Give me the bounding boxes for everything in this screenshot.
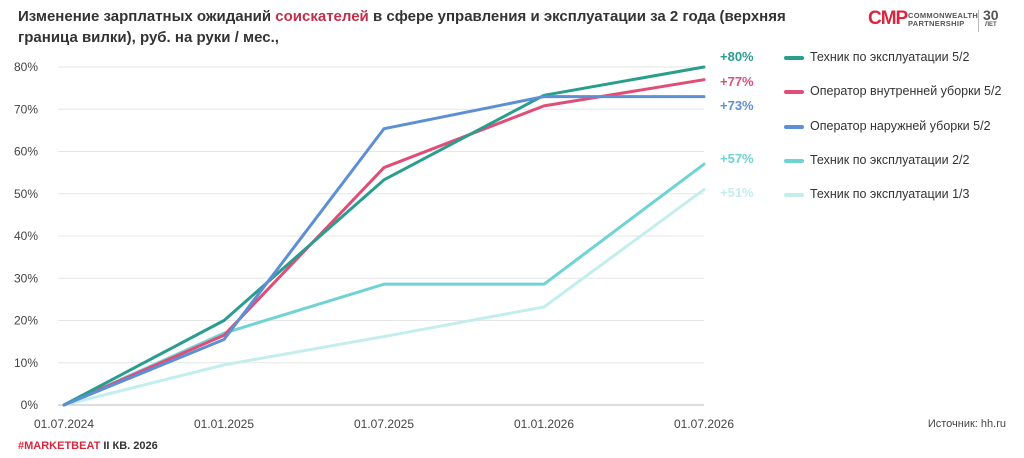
x-axis-ticks: 01.07.2024 01.01.2025 01.07.2025 01.01.2026… <box>34 417 734 431</box>
series-end-label: +80% <box>720 49 754 64</box>
series-end-label: +57% <box>720 151 754 166</box>
series-line <box>62 95 706 407</box>
legend-swatch <box>784 56 804 60</box>
title-highlight: соискателей <box>275 8 369 25</box>
legend-swatch <box>784 193 804 198</box>
legend-label: Техник по эксплуатации 2/2 <box>810 152 970 167</box>
legend-label: Техник по эксплуатации 5/2 <box>810 50 970 64</box>
legend-item: Оператор наружней уборки 5/2 <box>784 117 1020 151</box>
y-tick-label: 40% <box>14 229 38 243</box>
logo-name: COMMONWEALTH PARTNERSHIP <box>908 12 978 28</box>
legend-item: Техник по эксплуатации 1/3 <box>784 185 1020 219</box>
chart-legend: Техник по эксплуатации 5/2 Оператор внутр… <box>784 48 1020 219</box>
logo-years-number: 30 <box>983 7 999 23</box>
logo-separator <box>978 10 979 32</box>
series-line <box>62 65 706 407</box>
y-tick-label: 10% <box>14 356 38 370</box>
company-logo: CMP COMMONWEALTH PARTNERSHIP 30 ЛЕТ <box>868 6 1018 36</box>
y-tick-label: 60% <box>14 145 38 159</box>
legend-swatch <box>784 158 804 163</box>
y-tick-label: 20% <box>14 314 38 328</box>
series-line <box>62 188 706 407</box>
legend-label: Техник по эксплуатации 1/3 <box>810 187 970 202</box>
end-labels: +80% +77% +73% +57% +51% <box>720 49 754 200</box>
footer: #MARKETBEAT II КВ. 2026 <box>18 440 158 452</box>
source-note: Источник: hh.ru <box>927 418 1006 430</box>
x-tick-label: 01.07.2026 <box>674 417 734 431</box>
logo-years-sub: ЛЕТ <box>984 22 997 28</box>
legend-item: Техник по эксплуатации 2/2 <box>784 151 1020 185</box>
chart-title: Изменение зарплатных ожиданий соискателе… <box>18 6 838 48</box>
legend-swatch <box>784 90 804 95</box>
logo-name-line1: COMMONWEALTH <box>908 11 979 20</box>
legend-label: Оператор наружней уборки 5/2 <box>810 118 991 133</box>
title-text-1: Изменение зарплатных ожиданий <box>18 8 276 25</box>
x-tick-label: 01.07.2025 <box>354 417 414 431</box>
y-tick-label: 80% <box>14 60 38 74</box>
legend-item: Оператор внутренней уборки 5/2 <box>784 82 1020 116</box>
logo-years: 30 ЛЕТ <box>983 8 999 29</box>
x-tick-label: 01.01.2026 <box>514 417 574 431</box>
footer-tag: #MARKETBEAT <box>18 440 101 452</box>
legend-swatch <box>784 124 804 129</box>
y-tick-label: 0% <box>21 398 39 412</box>
legend-label: Оператор внутренней уборки 5/2 <box>810 84 1002 99</box>
title-text-2: в сфере управления и эксплуатации за 2 г… <box>18 8 786 46</box>
y-tick-label: 50% <box>14 187 38 201</box>
series-line <box>62 162 706 407</box>
series-lines <box>62 65 706 407</box>
y-tick-label: 70% <box>14 102 38 116</box>
x-tick-label: 01.07.2024 <box>34 417 94 431</box>
legend-item: Техник по эксплуатации 5/2 <box>784 48 1020 82</box>
series-end-label: +73% <box>720 98 754 113</box>
footer-period: II КВ. 2026 <box>100 440 158 452</box>
series-end-label: +51% <box>720 185 754 200</box>
logo-name-line2: PARTNERSHIP <box>908 19 965 28</box>
series-end-label: +77% <box>720 74 754 89</box>
y-tick-label: 30% <box>14 271 38 285</box>
logo-mark: CMP <box>868 8 908 29</box>
y-axis-ticks: 0% 10% 20% 30% 40% 50% 60% 70% 80% <box>14 60 38 412</box>
x-tick-label: 01.01.2025 <box>194 417 254 431</box>
